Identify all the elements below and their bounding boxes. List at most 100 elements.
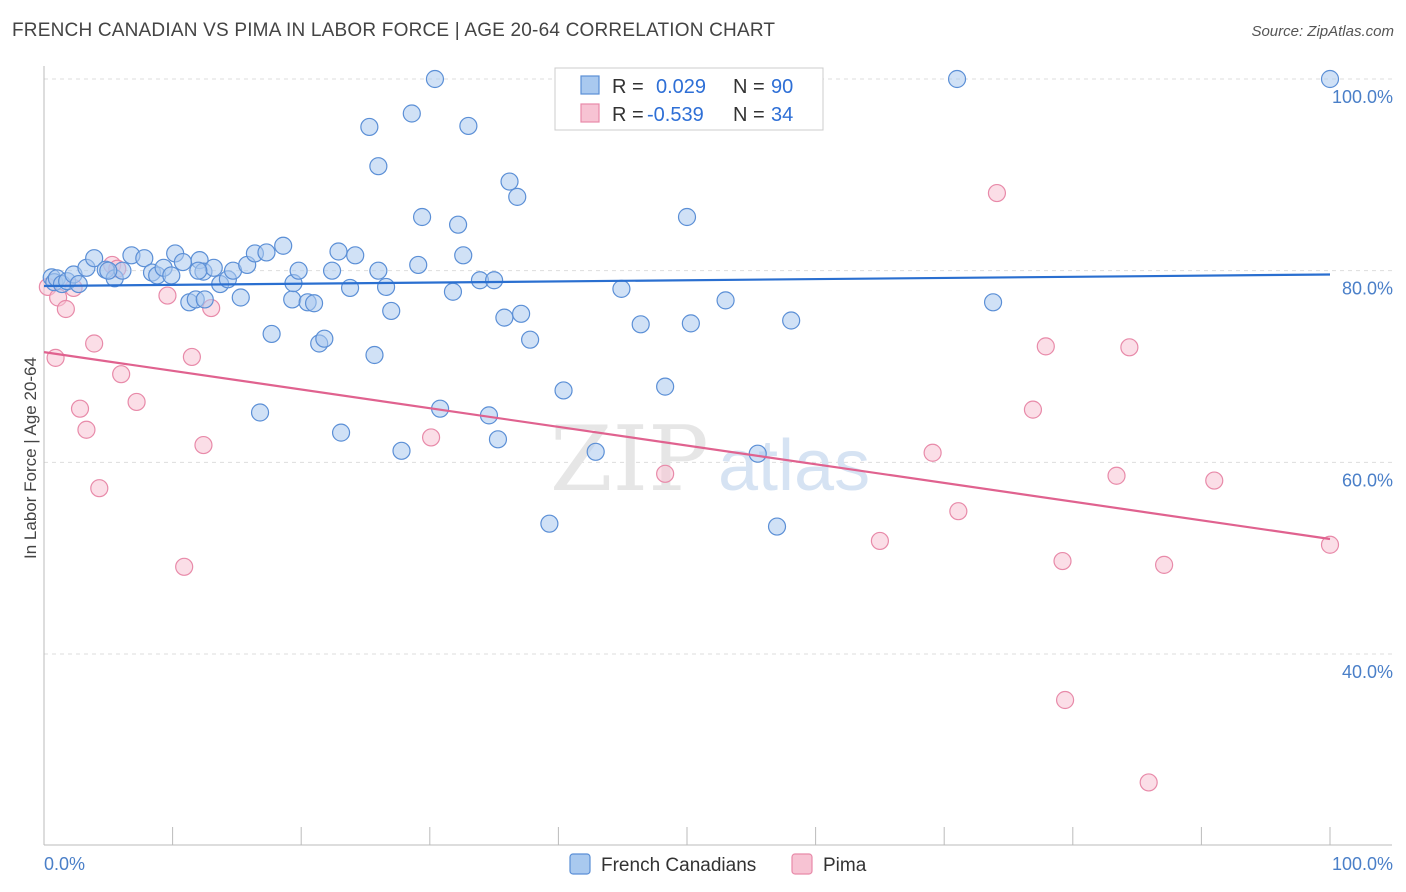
pima-point (1320, 535, 1340, 554)
french-canadian-point (369, 157, 388, 176)
pima-point (158, 286, 177, 305)
french-canadian-point (382, 301, 401, 321)
chart-source: Source: ZipAtlas.com (1251, 23, 1394, 40)
pima-point (1139, 773, 1158, 792)
pima-point (70, 399, 90, 418)
pima-point (1023, 400, 1043, 419)
chart-title: FRENCH CANADIAN VS PIMA IN LABOR FORCE |… (12, 20, 776, 41)
legend-swatch-pink (580, 103, 600, 123)
french-canadian-point (631, 315, 650, 334)
french-canadian-point (189, 261, 208, 280)
pima-point (656, 464, 675, 483)
legend-r-value-1: -0.539 (647, 104, 704, 126)
bottom-legend-label-pima: Pima (823, 855, 867, 876)
pima-point (421, 428, 441, 447)
french-canadian-point (454, 246, 473, 265)
french-canadian-point (99, 261, 118, 280)
french-canadian-point (983, 293, 1003, 312)
pima-point (90, 479, 109, 498)
legend-n-value-0: 90 (771, 76, 793, 98)
grid-lines (44, 78, 1392, 655)
bottom-legend-swatch-french-canadians (569, 853, 591, 875)
y-tick-label: 40.0% (1342, 662, 1393, 682)
pima-point (56, 299, 75, 319)
pima-point (949, 502, 968, 521)
french-canadian-point (554, 381, 573, 400)
french-canadian-point (69, 274, 88, 294)
legend-n-label-0: N = (733, 76, 765, 98)
french-canadian-point (195, 290, 214, 309)
pima-point (1205, 471, 1224, 490)
french-canadian-point (443, 282, 463, 301)
french-canadian-point (508, 187, 527, 206)
tick-labels: 40.0% 60.0% 80.0% 100.0% 0.0% 100.0% (44, 87, 1393, 874)
french-canadian-point (283, 290, 302, 309)
french-canadian-point (1320, 69, 1340, 89)
french-canadian-point (250, 403, 270, 422)
bottom-legend-label-french-canadians: French Canadians (601, 855, 756, 876)
watermark-atlas: atlas (718, 426, 870, 506)
french-canadian-point (402, 104, 421, 123)
french-canadian-point (304, 294, 324, 313)
french-canadians-trend-line (43, 273, 1331, 288)
watermark: ZIP atlas (550, 407, 870, 512)
french-canadian-point (656, 377, 675, 396)
french-canadian-point (274, 236, 293, 255)
french-canadian-point (204, 258, 223, 277)
pima-point (870, 531, 890, 551)
french-canadian-point (231, 288, 250, 307)
french-canadian-point (521, 330, 540, 349)
x-tick-label: 100.0% (1332, 854, 1393, 874)
french-canadian-point (369, 261, 388, 280)
bottom-legend: French Canadians Pima (569, 853, 867, 876)
axes (43, 66, 1392, 846)
french-canadian-point (748, 444, 767, 463)
pima-point (194, 435, 213, 455)
x-tick-label: 0.0% (44, 854, 85, 874)
french-canadian-point (681, 314, 700, 333)
french-canadian-point (782, 311, 801, 330)
y-tick-label: 80.0% (1342, 279, 1393, 299)
pima-point (1036, 337, 1055, 356)
pima-point (1107, 466, 1126, 485)
french-canadian-point (500, 172, 519, 191)
french-canadian-point (716, 291, 735, 310)
french-canadian-point (540, 514, 559, 533)
french-canadian-point (459, 116, 478, 136)
french-canadian-point (289, 261, 308, 280)
pima-point (182, 347, 201, 367)
french-canadian-point (448, 215, 468, 234)
legend-n-label-1: N = (733, 104, 765, 126)
french-canadian-point (262, 324, 281, 344)
french-canadian-point (495, 308, 514, 327)
y-axis-title: In Labor Force | Age 20-64 (21, 357, 40, 559)
french-canadian-point (376, 277, 396, 297)
pima-point (923, 443, 942, 462)
pima-point (1053, 551, 1072, 571)
french-canadian-point (412, 207, 432, 227)
pima-point (1155, 555, 1174, 574)
legend-n-value-1: 34 (771, 104, 793, 126)
legend-r-label-1: R = (612, 104, 644, 126)
pima-point (175, 557, 194, 576)
french-canadian-point (392, 441, 411, 460)
french-canadian-point (425, 69, 445, 89)
french-canadian-point (173, 252, 192, 272)
french-canadian-point (162, 266, 181, 285)
french-canadian-point (315, 329, 334, 348)
french-canadian-point (257, 243, 276, 262)
pima-trend-line (43, 351, 1331, 541)
french-canadian-point (488, 430, 508, 449)
french-canadian-point (329, 242, 348, 261)
french-canadian-point (322, 261, 342, 280)
french-canadian-point (365, 345, 384, 365)
french-canadian-point (135, 249, 154, 268)
french-canadian-point (612, 279, 631, 298)
french-canadian-point (586, 442, 605, 461)
french-canadian-point (331, 423, 351, 442)
pima-point (112, 365, 131, 384)
french-canadian-point (512, 304, 531, 323)
french-canadian-point (485, 271, 504, 290)
pima-point (85, 334, 104, 353)
